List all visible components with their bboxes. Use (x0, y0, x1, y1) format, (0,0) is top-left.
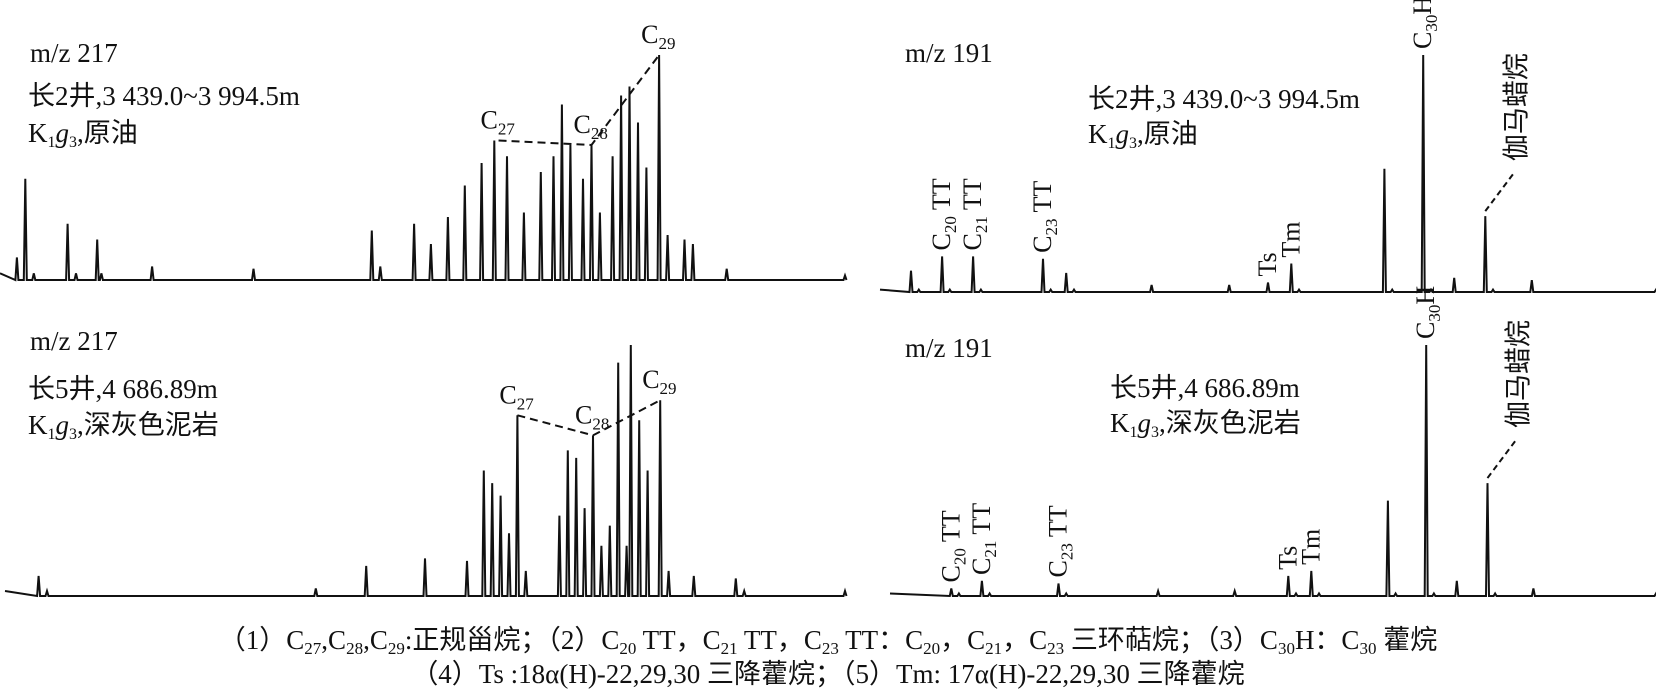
leader-line (1486, 437, 1519, 479)
peak-label: C28 (574, 110, 608, 143)
ion-label: m/z 217 (30, 326, 118, 356)
ion-label: m/z 191 (905, 333, 993, 363)
peak-label: C20 TT (927, 178, 960, 250)
peak-label: C29 (642, 365, 676, 398)
peak-label: Ts (1273, 546, 1302, 570)
leader-line (1484, 170, 1517, 212)
ion-label: m/z 217 (30, 38, 118, 68)
chromatogram-trace (4, 344, 848, 598)
sterane-trend-line (517, 399, 661, 437)
peak-label: C27 (481, 106, 516, 139)
chromatogram-trace (0, 54, 848, 282)
chromatogram-trace (889, 344, 1656, 598)
panel-top-right: m/z 191 长2井,3 439.0~3 994.5m K1g3,原油 C20 TT… (879, 0, 1656, 294)
peak-label: C29 (641, 20, 675, 53)
sample-line-1: 长5井,4 686.89m (28, 374, 218, 404)
sample-line-1: 长5井,4 686.89m (1110, 373, 1300, 403)
peak-label: C30H (1408, 0, 1441, 49)
peak-label: C23 TT (1044, 505, 1077, 577)
caption-line-1: （1）C27,C28,C29:正规甾烷；（2）C20 TT，C21 TT，C23… (218, 625, 1438, 658)
peak-label: C21 TT (967, 503, 1000, 575)
panel-top-left: m/z 217 长2井,3 439.0~3 994.5m K1g3,原油 C27 C28… (0, 20, 848, 282)
peak-label: C27 (499, 380, 534, 413)
sample-line-2: K1g3,原油 (1088, 119, 1198, 152)
gammacerane-label: 伽马蜡烷 (1501, 53, 1531, 161)
caption-line-2: （4）Ts :18α(H)-22,29,30 三降藿烷；（5）Tm: 17α(H… (411, 659, 1245, 689)
sample-line-1: 长2井,3 439.0~3 994.5m (1088, 84, 1360, 114)
peak-label: C30H (1411, 286, 1444, 339)
chromatogram-trace (879, 54, 1656, 294)
peak-label: C23 TT (1028, 181, 1061, 253)
sample-line-2: K1g3,深灰色泥岩 (1110, 408, 1301, 441)
sample-line-1: 长2井,3 439.0~3 994.5m (28, 81, 300, 111)
peak-label: C21 TT (958, 178, 991, 250)
peak-label: Ts (1253, 252, 1282, 276)
panel-bottom-right: m/z 191 长5井,4 686.89m K1g3,深灰色泥岩 C20 TTC21 … (889, 286, 1656, 598)
sample-line-2: K1g3,原油 (28, 118, 138, 151)
peak-label: C20 TT (936, 510, 969, 582)
sample-line-2: K1g3,深灰色泥岩 (28, 410, 219, 443)
peak-label: Tm (1276, 221, 1305, 257)
peak-label: Tm (1296, 529, 1325, 565)
ion-label: m/z 191 (905, 38, 993, 68)
sterane-trend-line (498, 54, 660, 147)
gammacerane-label: 伽马蜡烷 (1503, 320, 1533, 428)
